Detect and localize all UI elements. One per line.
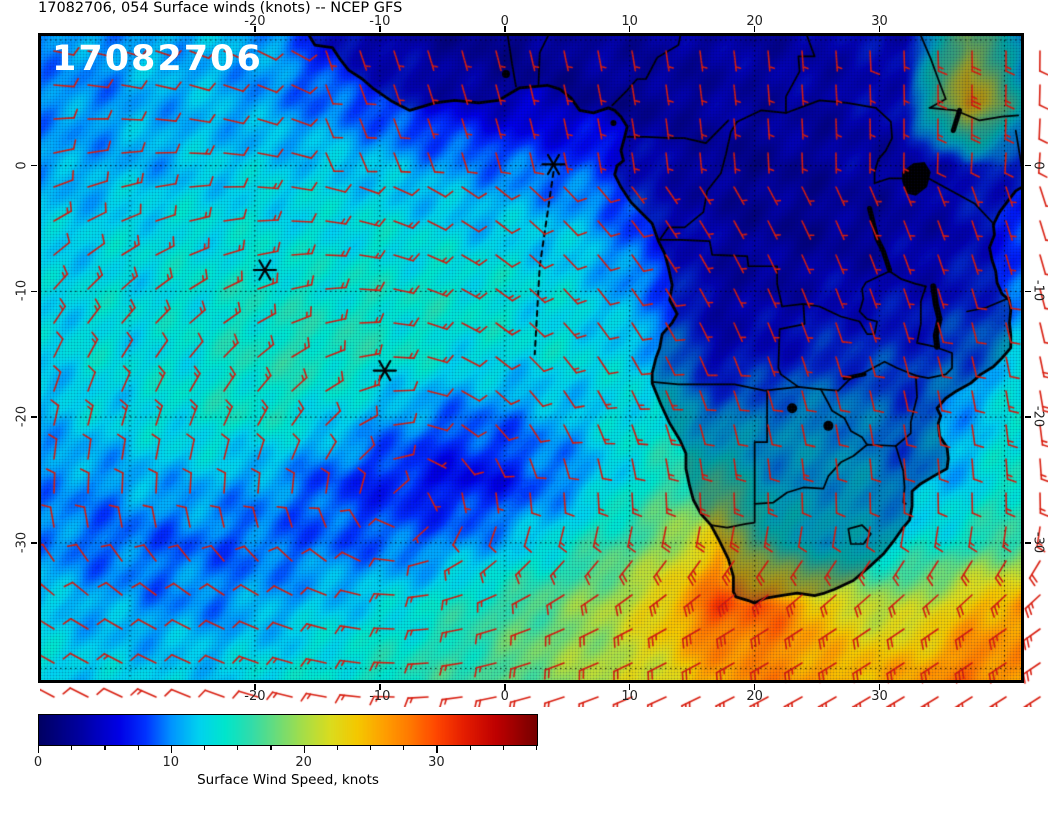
x-axis-tick-top — [878, 26, 881, 32]
colorbar-major-tick — [436, 746, 438, 753]
y-axis-label-right: -30 — [1030, 531, 1046, 553]
x-axis-label-top: 10 — [621, 14, 638, 29]
y-axis-tick-left — [31, 542, 37, 544]
y-axis-tick-left — [31, 290, 37, 293]
x-axis-label-bottom: 0 — [500, 689, 509, 704]
y-axis-tick-right — [1025, 290, 1031, 293]
y-axis-tick-right — [1025, 542, 1031, 544]
wind-map-canvas — [40, 35, 1048, 707]
colorbar-ticks: 0 10 20 30 — [34, 714, 538, 809]
x-axis-label-bottom: -10 — [369, 689, 391, 704]
colorbar-label: Surface Wind Speed, knots — [197, 772, 379, 788]
y-axis-label-left: -10 — [14, 280, 30, 302]
x-axis-label-top: 20 — [746, 14, 763, 29]
x-axis-tick-bottom — [878, 684, 881, 690]
colorbar-major-tick — [303, 746, 305, 753]
colorbar-minor-tick — [403, 746, 405, 750]
y-axis-label-right: -20 — [1030, 405, 1046, 428]
colorbar-minor-tick — [336, 746, 338, 750]
colorbar-major-tick — [170, 746, 172, 753]
colorbar-major-tick — [38, 746, 40, 753]
y-axis-tick-right — [1025, 416, 1031, 418]
y-axis-label-left: -20 — [14, 405, 30, 428]
x-axis-label-bottom: 10 — [621, 689, 638, 704]
y-axis-tick-left — [31, 164, 37, 167]
colorbar-minor-tick — [270, 746, 272, 750]
x-axis-tick-top — [628, 26, 631, 32]
y-axis-label-left: 0 — [14, 161, 30, 170]
x-axis-tick-bottom — [504, 684, 506, 690]
colorbar-gradient — [38, 714, 538, 746]
colorbar-minor-tick — [469, 746, 471, 750]
y-axis-tick-left — [31, 416, 37, 418]
colorbar-minor-tick — [204, 746, 206, 750]
x-axis-tick-top — [254, 26, 256, 32]
x-axis-label-bottom: 30 — [871, 689, 888, 704]
x-axis-label-top: -20 — [244, 14, 266, 29]
colorbar-minor-tick — [536, 746, 538, 750]
colorbar-minor-tick — [137, 746, 139, 750]
y-axis-label-right: -10 — [1030, 280, 1046, 302]
colorbar-minor-tick — [502, 746, 504, 750]
y-axis-label-left: -30 — [14, 531, 30, 553]
colorbar-tick-label: 0 — [33, 755, 43, 770]
x-axis-label-bottom: -20 — [244, 689, 266, 704]
x-axis-tick-bottom — [254, 684, 256, 690]
x-axis-tick-top — [504, 26, 506, 32]
datetime-overlay-label: 17082706 — [52, 39, 263, 79]
colorbar: 0 10 20 30 Surface Wind Speed, knots — [34, 714, 538, 809]
x-axis-tick-top — [753, 26, 756, 32]
x-axis-tick-bottom — [379, 684, 381, 690]
x-axis-tick-bottom — [628, 684, 631, 690]
colorbar-minor-tick — [104, 746, 106, 750]
colorbar-minor-tick — [71, 746, 73, 750]
x-axis-label-top: -10 — [369, 14, 391, 29]
colorbar-minor-tick — [370, 746, 372, 750]
y-axis-label-right: 0 — [1030, 161, 1046, 170]
x-axis-label-top: 30 — [871, 14, 888, 29]
map-area: 17082706 -20 -20 -10 -10 0 0 10 10 20 20 30 30 0 0 -10… — [15, 14, 1048, 707]
colorbar-tick-label: 20 — [295, 755, 312, 770]
y-axis-tick-right — [1025, 164, 1031, 167]
x-axis-label-top: 0 — [500, 14, 509, 29]
x-axis-tick-bottom — [753, 684, 756, 690]
colorbar-tick-label: 30 — [428, 755, 445, 770]
plot-title: 17082706, 054 Surface winds (knots) -- N… — [38, 0, 403, 16]
x-axis-tick-top — [379, 26, 381, 32]
x-axis-label-bottom: 20 — [746, 689, 763, 704]
colorbar-tick-label: 10 — [162, 755, 180, 770]
colorbar-minor-tick — [237, 746, 239, 750]
